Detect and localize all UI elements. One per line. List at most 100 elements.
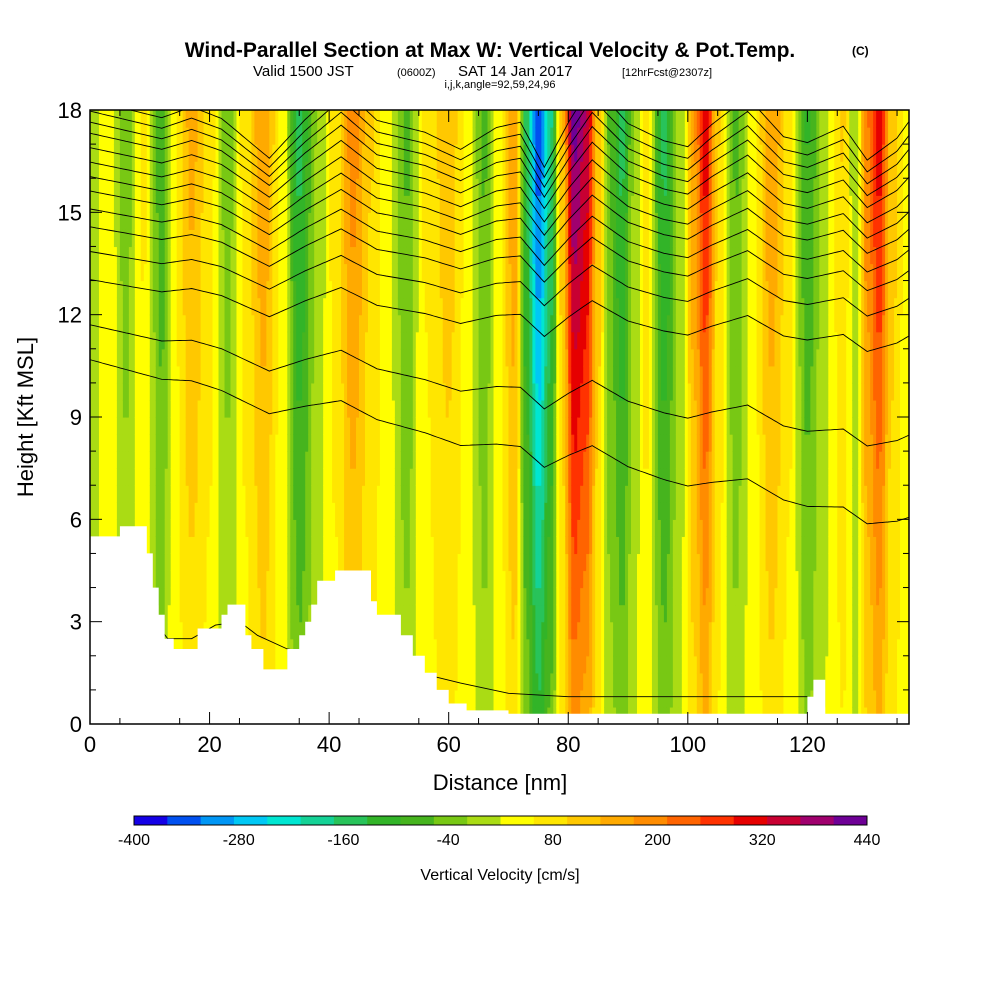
velocity-cell [116, 280, 121, 299]
velocity-cell [502, 553, 507, 572]
velocity-cell [323, 434, 327, 452]
velocity-cell [212, 348, 217, 367]
velocity-cell [403, 434, 408, 452]
velocity-cell [95, 468, 100, 486]
velocity-cell [394, 468, 399, 486]
velocity-cell [394, 434, 399, 452]
velocity-cell [373, 468, 378, 486]
velocity-cell [439, 672, 444, 691]
velocity-cell [281, 331, 285, 350]
velocity-cell [373, 297, 378, 316]
velocity-cell [236, 399, 241, 418]
velocity-cell [149, 161, 154, 179]
velocity-cell [224, 127, 229, 145]
velocity-cell [188, 553, 193, 572]
velocity-cell [466, 161, 471, 179]
velocity-cell [125, 280, 130, 299]
velocity-cell [412, 638, 417, 657]
velocity-cell [385, 468, 390, 486]
velocity-cell [475, 689, 480, 708]
velocity-cell [388, 485, 393, 503]
velocity-cell [436, 382, 441, 401]
velocity-cell [101, 365, 106, 384]
velocity-cell [188, 365, 193, 384]
velocity-cell [173, 229, 178, 248]
velocity-cell [451, 144, 456, 162]
velocity-cell [200, 399, 205, 418]
velocity-cell [478, 672, 483, 691]
velocity-cell [203, 144, 208, 162]
velocity-cell [287, 638, 291, 657]
velocity-cell [197, 451, 202, 469]
velocity-cell [457, 553, 462, 572]
velocity-cell [287, 280, 291, 299]
velocity-cell [394, 314, 399, 333]
velocity-cell [436, 195, 441, 213]
velocity-cell [484, 485, 489, 503]
velocity-cell [457, 331, 462, 350]
velocity-cell [391, 468, 396, 486]
velocity-cell [182, 399, 187, 418]
velocity-cell [379, 485, 384, 503]
velocity-cell [344, 246, 348, 265]
velocity-cell [131, 229, 136, 248]
velocity-cell [218, 212, 223, 230]
velocity-cell [119, 331, 124, 350]
velocity-cell [191, 434, 196, 452]
velocity-cell [221, 195, 226, 213]
velocity-cell [472, 212, 477, 230]
velocity-cell [167, 570, 172, 589]
velocity-cell [379, 502, 384, 520]
velocity-cell [188, 399, 193, 418]
velocity-cell [487, 638, 492, 657]
velocity-cell [275, 451, 279, 469]
velocity-cell [418, 314, 423, 333]
velocity-cell [278, 621, 282, 640]
velocity-cell [254, 382, 258, 401]
velocity-cell [167, 434, 172, 452]
velocity-cell [376, 161, 381, 179]
velocity-cell [311, 399, 315, 418]
velocity-cell [472, 161, 477, 179]
velocity-cell [149, 502, 154, 520]
velocity-cell [466, 331, 471, 350]
velocity-cell [373, 348, 378, 367]
velocity-cell [287, 195, 291, 213]
velocity-cell [424, 451, 429, 469]
velocity-cell [161, 178, 166, 196]
velocity-cell [296, 263, 300, 282]
velocity-cell [388, 365, 393, 384]
velocity-cell [350, 331, 354, 350]
velocity-cell [200, 502, 205, 520]
velocity-cell [254, 178, 258, 196]
velocity-cell [149, 468, 154, 486]
velocity-cell [403, 519, 408, 537]
velocity-cell [176, 365, 181, 384]
velocity-cell [379, 468, 384, 486]
velocity-cell [251, 161, 255, 179]
velocity-cell [230, 468, 235, 486]
velocity-cell [439, 365, 444, 384]
velocity-cell [484, 689, 489, 708]
velocity-cell [436, 263, 441, 282]
velocity-cell [239, 417, 244, 435]
velocity-cell [472, 178, 477, 196]
velocity-cell [263, 468, 267, 486]
velocity-cell [379, 434, 384, 452]
velocity-cell [227, 434, 232, 452]
velocity-cell [107, 331, 112, 350]
velocity-cell [263, 536, 267, 555]
velocity-cell [320, 365, 324, 384]
velocity-cell [433, 280, 438, 299]
velocity-cell [173, 570, 178, 589]
velocity-cell [370, 365, 375, 384]
velocity-cell [367, 468, 372, 486]
velocity-cell [496, 638, 501, 657]
velocity-cell [158, 144, 163, 162]
velocity-cell [338, 331, 342, 350]
velocity-cell [460, 399, 465, 418]
velocity-cell [493, 621, 498, 640]
velocity-cell [415, 365, 420, 384]
velocity-cell [119, 502, 124, 520]
velocity-cell [269, 161, 273, 179]
